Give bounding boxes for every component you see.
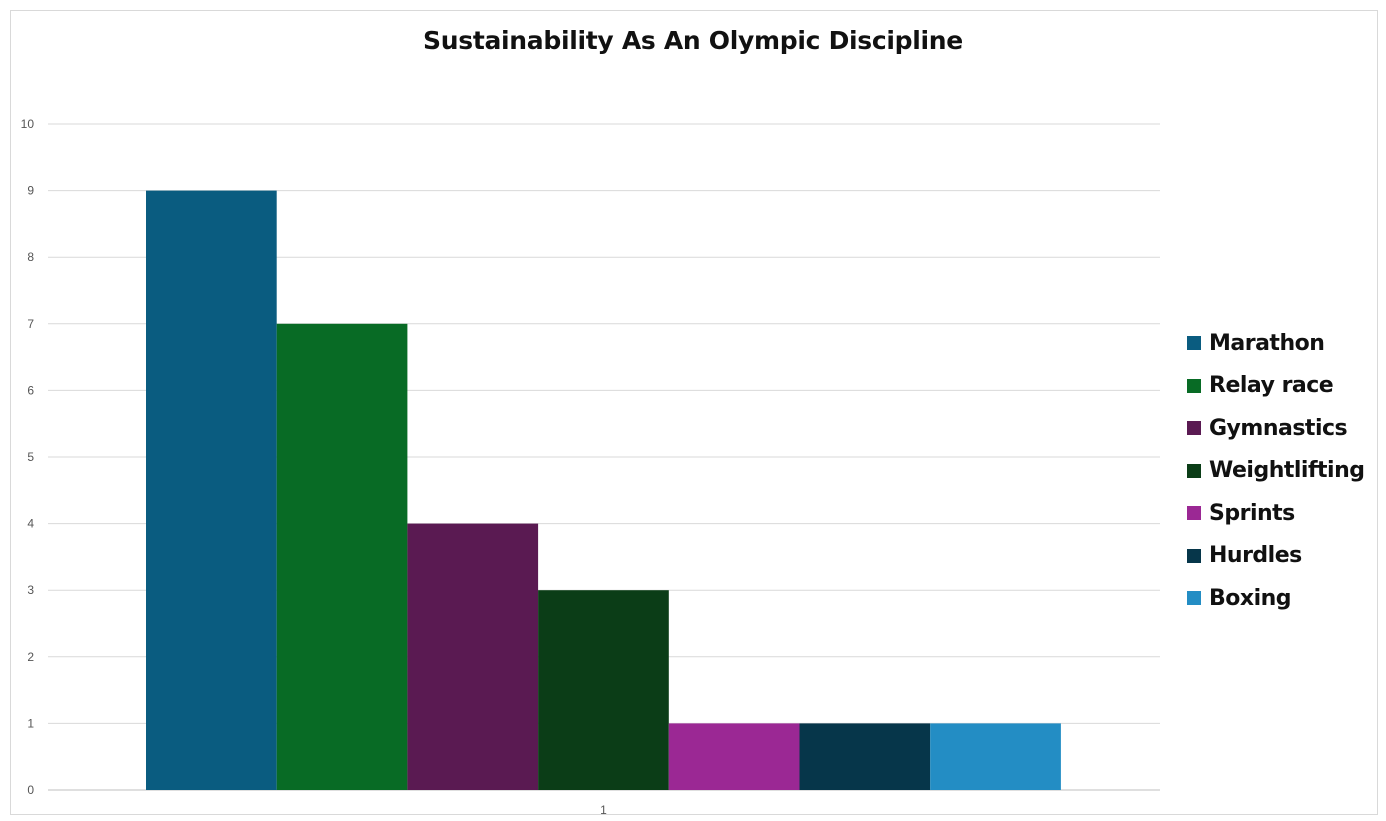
legend-label: Boxing [1209,585,1292,611]
legend-label: Weightlifting [1209,458,1365,484]
legend-label: Gymnastics [1209,415,1348,441]
legend-swatch [1187,336,1201,351]
y-tick-label: 9 [27,184,34,198]
legend-item: Hurdles [1187,535,1382,578]
legend-swatch [1187,591,1201,606]
bar-marathon [146,190,277,791]
y-tick-label: 1 [27,716,34,730]
y-tick-label: 3 [27,583,34,597]
y-tick-label: 10 [21,117,35,131]
y-tick-label: 6 [27,383,34,397]
legend-item: Weightlifting [1187,450,1382,493]
chart-legend: Marathon Relay race Gymnastics Weightliftin… [1187,322,1382,620]
y-tick-label: 8 [27,250,34,264]
legend-label: Sprints [1209,500,1295,526]
legend-swatch [1187,378,1201,393]
legend-swatch [1187,506,1201,521]
legend-swatch [1187,421,1201,436]
bar-hurdles [799,723,931,790]
bar-boxing [930,723,1061,790]
bar-weightlifting [538,590,669,790]
legend-label: Hurdles [1209,543,1302,569]
y-tick-label: 4 [27,517,34,531]
x-tick-label: 1 [600,803,607,817]
y-tick-label: 7 [27,317,34,331]
y-tick-label: 0 [27,783,34,797]
bar-sprints [668,723,800,790]
legend-swatch [1187,548,1201,563]
bar-relay-race [276,323,408,790]
legend-item: Boxing [1187,577,1382,620]
legend-label: Relay race [1209,373,1334,399]
bar-gymnastics [407,523,539,790]
legend-label: Marathon [1209,330,1325,356]
y-tick-label: 5 [27,450,34,464]
legend-item: Gymnastics [1187,407,1382,450]
legend-item: Relay race [1187,365,1382,408]
legend-item: Marathon [1187,322,1382,365]
legend-swatch [1187,463,1201,478]
chart-title: Sustainability As An Olympic Discipline [423,26,963,55]
legend-item: Sprints [1187,492,1382,535]
y-tick-label: 2 [27,650,34,664]
